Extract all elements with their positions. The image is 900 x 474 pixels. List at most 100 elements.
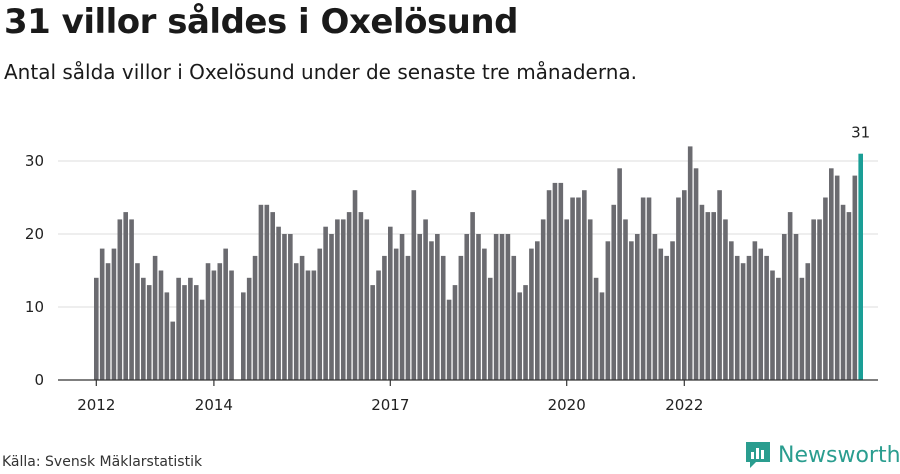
bar	[170, 321, 176, 380]
bar	[340, 219, 346, 380]
bar	[464, 234, 470, 380]
bar	[840, 204, 846, 380]
bar	[523, 285, 528, 380]
bar	[299, 255, 305, 380]
bar	[829, 168, 834, 380]
bar	[440, 255, 446, 380]
bar	[599, 292, 605, 380]
bar	[276, 226, 281, 380]
newsworthy-logo-icon	[746, 442, 770, 468]
bar	[141, 277, 146, 380]
bar	[452, 285, 458, 380]
bar	[94, 277, 99, 380]
bar	[458, 255, 464, 380]
bar	[682, 190, 687, 380]
bar	[423, 219, 428, 380]
bar	[217, 263, 223, 380]
bar	[687, 146, 693, 380]
bar	[476, 234, 481, 380]
bar	[429, 241, 434, 380]
bar	[305, 270, 311, 380]
bar	[323, 226, 328, 380]
annotations: 31	[851, 124, 870, 142]
bar	[634, 234, 640, 380]
bar	[205, 263, 211, 380]
bar	[411, 190, 417, 380]
x-tick-label: 2014	[195, 396, 233, 414]
bar	[811, 219, 816, 380]
bar	[670, 241, 675, 380]
bar	[111, 248, 117, 380]
bar	[752, 241, 758, 380]
bar	[817, 219, 822, 380]
bar	[781, 234, 787, 380]
bar	[482, 248, 487, 380]
bar	[399, 234, 405, 380]
bar	[546, 190, 552, 380]
bar	[611, 204, 617, 380]
bar	[335, 219, 340, 380]
bar	[499, 234, 505, 380]
bar	[558, 182, 564, 380]
bar	[176, 277, 181, 380]
bar	[805, 263, 811, 380]
bar	[846, 212, 852, 380]
bar	[505, 234, 511, 380]
bar	[764, 255, 769, 380]
bar	[152, 255, 158, 380]
bar	[246, 277, 252, 380]
bar	[393, 248, 399, 380]
bar	[746, 255, 752, 380]
bar	[605, 241, 611, 380]
bar	[511, 255, 517, 380]
y-tick-label: 10	[25, 298, 44, 316]
bar	[188, 277, 193, 380]
bar	[652, 234, 658, 380]
bar	[405, 255, 411, 380]
bar	[229, 270, 234, 380]
bar	[617, 168, 622, 380]
bar	[699, 204, 705, 380]
brand-name: Newsworthy	[778, 442, 900, 468]
bar	[282, 234, 287, 380]
bar	[646, 197, 652, 380]
bar	[182, 285, 187, 380]
bar	[470, 212, 475, 380]
bar	[264, 204, 270, 380]
bar-chart: 0 10 20 30 2012 2014 2017 2020 2022 31	[25, 124, 878, 414]
bar	[717, 190, 722, 380]
bar	[99, 248, 105, 380]
bar	[388, 226, 393, 380]
bar	[311, 270, 317, 380]
bar	[517, 292, 522, 380]
bar	[158, 270, 164, 380]
bar	[799, 277, 805, 380]
bar	[446, 299, 452, 380]
bar	[352, 190, 358, 380]
bar	[258, 204, 264, 380]
source-text: Källa: Svensk Mäklarstatistik	[2, 454, 203, 470]
x-axis: 2012 2014 2017 2020 2022	[58, 379, 878, 414]
bar	[793, 234, 799, 380]
y-tick-label: 20	[25, 225, 44, 243]
bar	[223, 248, 228, 380]
bar	[199, 299, 205, 380]
bar	[576, 197, 581, 380]
bar	[582, 190, 587, 380]
bar	[129, 219, 134, 380]
y-axis-ticks: 0 10 20 30	[25, 152, 44, 389]
bar	[117, 219, 123, 380]
bar	[535, 241, 540, 380]
bar	[123, 212, 128, 380]
x-tick-label: 2012	[77, 396, 115, 414]
bar	[623, 219, 628, 380]
bar	[587, 219, 593, 380]
y-tick-label: 30	[25, 152, 44, 170]
bar	[382, 255, 387, 380]
bar	[288, 234, 293, 380]
bar	[564, 219, 569, 380]
bar	[593, 277, 599, 380]
bar	[705, 212, 711, 380]
newsworthy-logo[interactable]: Newsworthy	[744, 440, 900, 470]
bar	[664, 255, 669, 380]
